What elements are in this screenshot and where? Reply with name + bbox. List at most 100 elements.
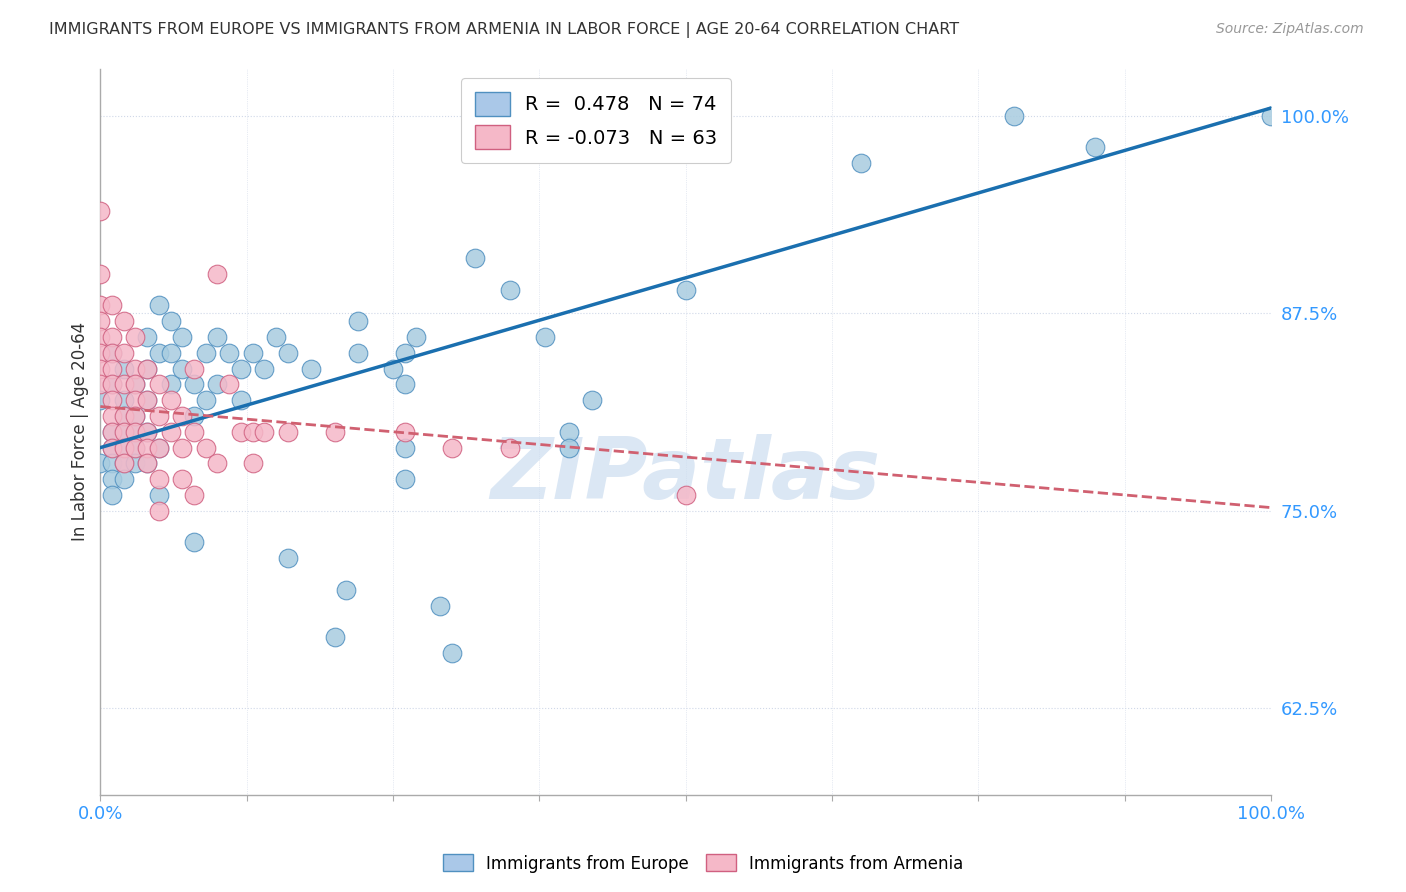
Point [183,535,205,549]
Point [124,377,146,392]
Point [394,346,416,360]
Point [101,377,124,392]
Point [194,346,217,360]
Point [253,361,276,376]
Point [101,361,124,376]
Point [464,251,486,265]
Point [347,346,370,360]
Point [207,456,229,470]
Point [101,441,124,455]
Point [183,425,205,439]
Point [323,425,346,439]
Point [159,314,181,328]
Point [124,441,146,455]
Point [148,504,170,518]
Point [277,551,299,566]
Point [440,646,463,660]
Point [159,346,181,360]
Point [229,425,252,439]
Point [89,314,111,328]
Y-axis label: In Labor Force | Age 20-64: In Labor Force | Age 20-64 [72,322,89,541]
Point [112,346,135,360]
Point [136,330,159,344]
Point [242,456,264,470]
Point [112,314,135,328]
Text: IMMIGRANTS FROM EUROPE VS IMMIGRANTS FROM ARMENIA IN LABOR FORCE | AGE 20-64 COR: IMMIGRANTS FROM EUROPE VS IMMIGRANTS FRO… [49,22,959,38]
Point [207,267,229,281]
Point [299,361,322,376]
Point [264,330,287,344]
Point [172,472,194,486]
Point [124,425,146,439]
Point [89,298,111,312]
Point [172,441,194,455]
Point [229,393,252,408]
Point [101,425,124,439]
Point [124,409,146,423]
Point [183,488,205,502]
Point [136,361,159,376]
Point [101,393,124,408]
Point [136,456,159,470]
Point [101,472,124,486]
Point [277,346,299,360]
Point [112,441,135,455]
Point [148,472,170,486]
Point [101,409,124,423]
Point [172,330,194,344]
Point [112,425,135,439]
Point [148,377,170,392]
Point [534,330,557,344]
Point [112,456,135,470]
Legend: R =  0.478   N = 74, R = -0.073   N = 63: R = 0.478 N = 74, R = -0.073 N = 63 [461,78,731,162]
Point [124,456,146,470]
Point [101,377,124,392]
Point [207,377,229,392]
Point [89,377,111,392]
Point [347,314,370,328]
Point [124,330,146,344]
Text: ZIPatlas: ZIPatlas [491,434,880,516]
Point [89,346,111,360]
Point [112,393,135,408]
Point [183,377,205,392]
Point [112,441,135,455]
Point [89,203,111,218]
Point [499,283,522,297]
Point [218,346,240,360]
Point [101,346,124,360]
Point [101,425,124,439]
Point [675,488,697,502]
Point [136,425,159,439]
Point [335,582,357,597]
Point [101,346,124,360]
Point [277,425,299,439]
Point [124,393,146,408]
Point [1002,109,1025,123]
Point [323,630,346,644]
Point [136,425,159,439]
Point [101,456,124,470]
Point [136,393,159,408]
Point [148,346,170,360]
Point [394,425,416,439]
Point [207,330,229,344]
Point [159,393,181,408]
Point [124,425,146,439]
Text: Source: ZipAtlas.com: Source: ZipAtlas.com [1216,22,1364,37]
Point [148,298,170,312]
Point [172,361,194,376]
Point [112,409,135,423]
Point [557,425,579,439]
Point [581,393,603,408]
Point [101,330,124,344]
Point [124,409,146,423]
Point [136,361,159,376]
Point [242,346,264,360]
Point [253,425,276,439]
Point [124,441,146,455]
Point [183,361,205,376]
Point [148,441,170,455]
Point [112,361,135,376]
Point [394,377,416,392]
